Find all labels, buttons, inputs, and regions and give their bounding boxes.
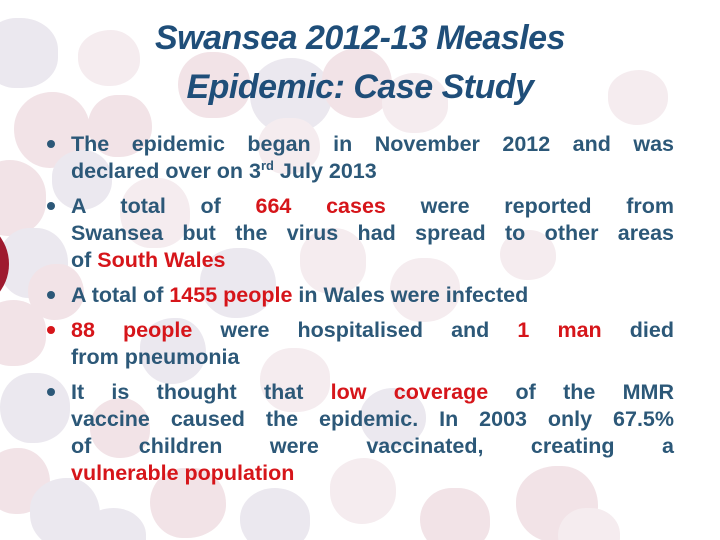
highlighted-text: 1455 people [169, 283, 293, 307]
highlighted-text: vulnerable population [71, 461, 295, 485]
body-text: died [601, 318, 674, 342]
decorative-blob [608, 70, 668, 125]
bullet-item: A total of 1455 people in Wales were inf… [45, 282, 674, 309]
decorative-blob [240, 488, 310, 540]
bullet-item: It is thought that low coverage of the M… [45, 379, 674, 487]
decorative-blob [330, 458, 396, 524]
slide-title: Swansea 2012-13 Measles Epidemic: Case St… [0, 14, 720, 112]
decorative-blob [558, 508, 620, 540]
decorative-blob [322, 48, 392, 118]
bullet-marker-icon [47, 326, 55, 334]
decorative-blob [200, 248, 276, 318]
highlighted-text: 1 man [517, 318, 602, 342]
body-text: July 2013 [273, 159, 377, 183]
bullet-item: A total of 664 cases were reported from S… [45, 193, 674, 274]
decorative-blob [420, 488, 490, 540]
bullet-list: The epidemic began in November 2012 and … [45, 131, 674, 495]
body-text: of the MMR [488, 380, 675, 404]
highlighted-text: 664 cases [255, 194, 386, 218]
decorative-blob [258, 118, 320, 174]
bullet-text-line: It is thought that low coverage of the M… [71, 379, 674, 406]
decorative-blob [382, 73, 448, 133]
title-line-1: Swansea 2012-13 Measles [154, 19, 566, 57]
bullet-text-line: 88 people were hospitalised and 1 man di… [71, 317, 674, 344]
body-text: It is thought that [71, 380, 331, 404]
bullet-item: 88 people were hospitalised and 1 man di… [45, 317, 674, 371]
bullet-text-line: from pneumonia [71, 344, 674, 371]
bullet-text-line: declared over on 3rd July 2013 [71, 158, 674, 185]
body-text: Swansea but the virus had spread to othe… [71, 221, 674, 245]
decorative-blob [0, 300, 46, 366]
bullet-text-line: A total of 1455 people in Wales were inf… [71, 282, 674, 309]
decorative-blob [78, 30, 140, 86]
body-text: declared over on 3 [71, 159, 261, 183]
decorative-blob [0, 160, 46, 236]
body-text: The epidemic began in November 2012 and … [71, 132, 674, 156]
body-text: of [71, 248, 98, 272]
decorative-blob [0, 18, 58, 88]
body-text: rd [261, 157, 274, 173]
body-text: vaccine caused the epidemic. In 2003 onl… [71, 407, 674, 431]
body-text: A total of [71, 283, 170, 307]
body-text: from pneumonia [71, 345, 240, 369]
decorative-blob [0, 373, 70, 443]
bullet-marker-icon [47, 388, 55, 396]
decorative-blob [260, 348, 330, 412]
decorative-blob [150, 468, 226, 538]
decorative-blob [390, 258, 460, 322]
bullet-marker-icon [47, 291, 55, 299]
title-line-2: Epidemic: Case Study [186, 68, 534, 106]
decorative-blob [90, 398, 150, 458]
bullet-text-line: A total of 664 cases were reported from [71, 193, 674, 220]
decorative-blob [52, 150, 112, 210]
bullet-text-line: vaccine caused the epidemic. In 2003 onl… [71, 406, 674, 433]
highlighted-text: South Wales [97, 248, 226, 272]
left-edge-accent-circle [0, 218, 9, 310]
body-text: were reported from [385, 194, 674, 218]
decorative-blob [140, 318, 206, 384]
bullet-text-line: The epidemic began in November 2012 and … [71, 131, 674, 158]
decorative-blob [88, 95, 152, 157]
decorative-blob [360, 388, 426, 448]
decorative-blob [500, 230, 556, 280]
bullet-marker-icon [47, 202, 55, 210]
highlighted-text: low coverage [330, 380, 489, 404]
body-text: in Wales were infected [292, 283, 529, 307]
decorative-blob [300, 228, 366, 294]
body-text: A total of [71, 194, 256, 218]
bullet-item: The epidemic began in November 2012 and … [45, 131, 674, 185]
bullet-text-line: of South Wales [71, 247, 674, 274]
decorative-blob [178, 52, 250, 118]
highlighted-text: 88 people [71, 318, 193, 342]
bullet-text-line: of children were vaccinated, creating a [71, 433, 674, 460]
bullet-text-line: Swansea but the virus had spread to othe… [71, 220, 674, 247]
bullet-text-line: vulnerable population [71, 460, 674, 487]
body-text: of children were vaccinated, creating a [71, 434, 674, 458]
bullet-marker-icon [47, 140, 55, 148]
body-text: were hospitalised and [192, 318, 518, 342]
decorative-blob [120, 178, 190, 248]
